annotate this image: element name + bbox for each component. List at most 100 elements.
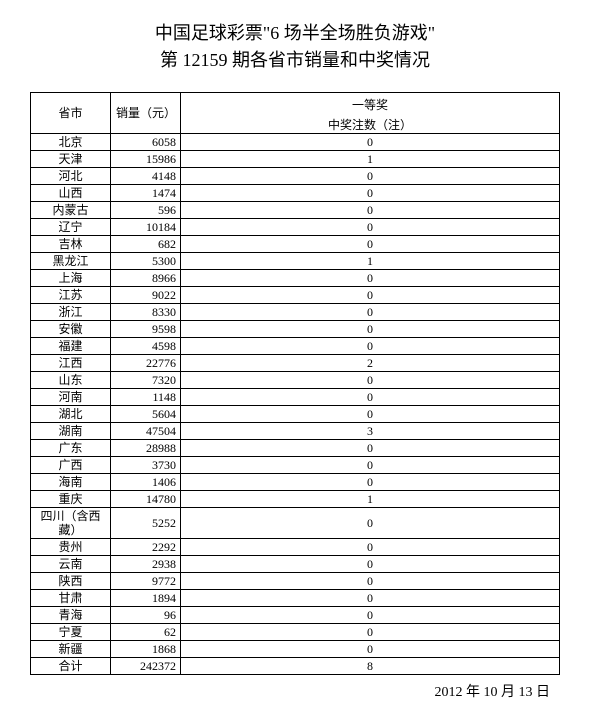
cell-prize: 0 xyxy=(181,388,560,405)
cell-prize: 0 xyxy=(181,235,560,252)
cell-province: 湖南 xyxy=(31,422,111,439)
cell-prize: 0 xyxy=(181,201,560,218)
cell-province: 新疆 xyxy=(31,640,111,657)
cell-sales: 1474 xyxy=(111,184,181,201)
table-row: 云南29380 xyxy=(31,555,560,572)
table-row: 安徽95980 xyxy=(31,320,560,337)
table-row: 山西14740 xyxy=(31,184,560,201)
cell-sales: 8330 xyxy=(111,303,181,320)
table-row: 河北41480 xyxy=(31,167,560,184)
cell-province: 陕西 xyxy=(31,572,111,589)
cell-prize: 0 xyxy=(181,456,560,473)
cell-sales: 62 xyxy=(111,623,181,640)
table-row: 广东289880 xyxy=(31,439,560,456)
cell-sales: 22776 xyxy=(111,354,181,371)
cell-province: 青海 xyxy=(31,606,111,623)
page-title: 中国足球彩票"6 场半全场胜负游戏" 第 12159 期各省市销量和中奖情况 xyxy=(30,20,560,74)
cell-province: 广西 xyxy=(31,456,111,473)
cell-sales: 242372 xyxy=(111,657,181,674)
cell-province: 甘肃 xyxy=(31,589,111,606)
table-row: 江西227762 xyxy=(31,354,560,371)
cell-prize: 3 xyxy=(181,422,560,439)
cell-province: 山西 xyxy=(31,184,111,201)
table-row: 浙江83300 xyxy=(31,303,560,320)
cell-sales: 4598 xyxy=(111,337,181,354)
cell-province: 江苏 xyxy=(31,286,111,303)
cell-prize: 0 xyxy=(181,555,560,572)
cell-sales: 4148 xyxy=(111,167,181,184)
cell-sales: 9598 xyxy=(111,320,181,337)
title-line-2: 第 12159 期各省市销量和中奖情况 xyxy=(30,47,560,74)
table-row: 北京60580 xyxy=(31,133,560,150)
table-row: 宁夏620 xyxy=(31,623,560,640)
table-row: 重庆147801 xyxy=(31,490,560,507)
header-province: 省市 xyxy=(31,93,111,134)
table-row: 河南11480 xyxy=(31,388,560,405)
cell-province: 合计 xyxy=(31,657,111,674)
cell-province: 贵州 xyxy=(31,538,111,555)
title-line-1: 中国足球彩票"6 场半全场胜负游戏" xyxy=(30,20,560,47)
cell-prize: 0 xyxy=(181,133,560,150)
cell-prize: 0 xyxy=(181,640,560,657)
cell-province: 黑龙江 xyxy=(31,252,111,269)
table-body: 北京60580天津159861河北41480山西14740内蒙古5960辽宁10… xyxy=(31,133,560,674)
cell-province: 江西 xyxy=(31,354,111,371)
cell-sales: 1894 xyxy=(111,589,181,606)
cell-prize: 0 xyxy=(181,538,560,555)
cell-sales: 96 xyxy=(111,606,181,623)
cell-prize: 0 xyxy=(181,218,560,235)
table-row: 四川（含西藏）52520 xyxy=(31,507,560,538)
cell-sales: 5300 xyxy=(111,252,181,269)
table-row: 上海89660 xyxy=(31,269,560,286)
cell-prize: 1 xyxy=(181,150,560,167)
table-row: 甘肃18940 xyxy=(31,589,560,606)
cell-prize: 0 xyxy=(181,405,560,422)
cell-province: 福建 xyxy=(31,337,111,354)
cell-province: 天津 xyxy=(31,150,111,167)
cell-sales: 7320 xyxy=(111,371,181,388)
cell-prize: 8 xyxy=(181,657,560,674)
cell-prize: 0 xyxy=(181,473,560,490)
table-row: 合计2423728 xyxy=(31,657,560,674)
cell-province: 内蒙古 xyxy=(31,201,111,218)
table-row: 湖南475043 xyxy=(31,422,560,439)
cell-sales: 682 xyxy=(111,235,181,252)
cell-sales: 5252 xyxy=(111,507,181,538)
cell-sales: 47504 xyxy=(111,422,181,439)
cell-prize: 0 xyxy=(181,606,560,623)
cell-prize: 0 xyxy=(181,269,560,286)
header-prize-bottom: 中奖注数（注） xyxy=(181,117,560,134)
cell-sales: 1148 xyxy=(111,388,181,405)
table-row: 湖北56040 xyxy=(31,405,560,422)
cell-province: 云南 xyxy=(31,555,111,572)
cell-sales: 14780 xyxy=(111,490,181,507)
cell-prize: 2 xyxy=(181,354,560,371)
cell-prize: 0 xyxy=(181,439,560,456)
table-row: 江苏90220 xyxy=(31,286,560,303)
table-row: 辽宁101840 xyxy=(31,218,560,235)
cell-sales: 9022 xyxy=(111,286,181,303)
cell-prize: 0 xyxy=(181,623,560,640)
cell-prize: 0 xyxy=(181,337,560,354)
table-row: 山东73200 xyxy=(31,371,560,388)
cell-province: 山东 xyxy=(31,371,111,388)
cell-prize: 0 xyxy=(181,303,560,320)
cell-sales: 6058 xyxy=(111,133,181,150)
table-row: 内蒙古5960 xyxy=(31,201,560,218)
cell-sales: 9772 xyxy=(111,572,181,589)
cell-prize: 1 xyxy=(181,490,560,507)
cell-province: 河北 xyxy=(31,167,111,184)
cell-sales: 28988 xyxy=(111,439,181,456)
cell-sales: 596 xyxy=(111,201,181,218)
cell-province: 上海 xyxy=(31,269,111,286)
cell-prize: 0 xyxy=(181,589,560,606)
cell-sales: 3730 xyxy=(111,456,181,473)
table-row: 青海960 xyxy=(31,606,560,623)
header-sales: 销量（元） xyxy=(111,93,181,134)
table-row: 贵州22920 xyxy=(31,538,560,555)
cell-province: 宁夏 xyxy=(31,623,111,640)
cell-sales: 10184 xyxy=(111,218,181,235)
cell-province: 四川（含西藏） xyxy=(31,507,111,538)
sales-table: 省市 销量（元） 一等奖 中奖注数（注） 北京60580天津159861河北41… xyxy=(30,92,560,675)
table-row: 新疆18680 xyxy=(31,640,560,657)
